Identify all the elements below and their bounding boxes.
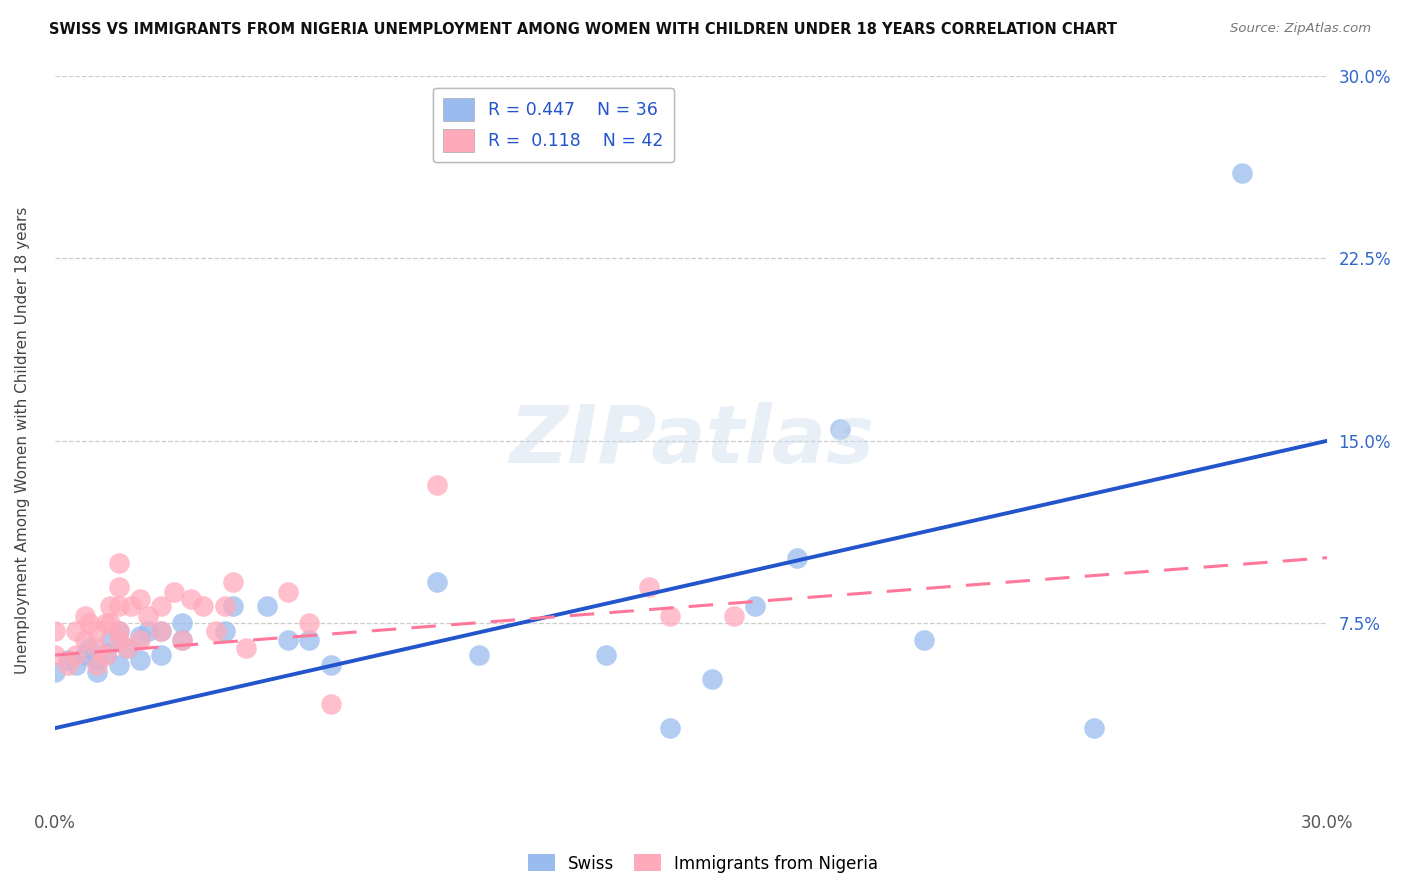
Point	[73, 609, 96, 624]
Point	[172, 616, 194, 631]
Point	[298, 616, 321, 631]
Point	[136, 609, 159, 624]
Point	[150, 648, 173, 662]
Point	[86, 653, 108, 667]
Point	[94, 646, 117, 660]
Point	[214, 624, 236, 638]
Point	[128, 653, 150, 667]
Point	[56, 657, 79, 672]
Point	[128, 592, 150, 607]
Point	[65, 657, 87, 672]
Y-axis label: Unemployment Among Women with Children Under 18 years: Unemployment Among Women with Children U…	[15, 207, 30, 674]
Point	[44, 624, 66, 638]
Point	[136, 624, 159, 638]
Point	[723, 609, 745, 624]
Point	[77, 640, 100, 655]
Point	[205, 624, 228, 638]
Point	[180, 592, 202, 607]
Point	[702, 673, 724, 687]
Point	[222, 575, 245, 590]
Point	[658, 721, 681, 735]
Point	[86, 665, 108, 680]
Point	[150, 599, 173, 614]
Point	[277, 584, 299, 599]
Point	[235, 640, 257, 655]
Point	[44, 648, 66, 662]
Point	[1232, 166, 1254, 180]
Point	[120, 599, 142, 614]
Point	[73, 648, 96, 662]
Point	[319, 697, 342, 711]
Point	[298, 633, 321, 648]
Point	[222, 599, 245, 614]
Point	[115, 640, 138, 655]
Text: ZIPatlas: ZIPatlas	[509, 401, 873, 480]
Point	[98, 599, 121, 614]
Point	[193, 599, 215, 614]
Point	[128, 629, 150, 643]
Point	[128, 633, 150, 648]
Point	[56, 653, 79, 667]
Point	[98, 616, 121, 631]
Legend: Swiss, Immigrants from Nigeria: Swiss, Immigrants from Nigeria	[522, 847, 884, 880]
Point	[744, 599, 766, 614]
Point	[77, 616, 100, 631]
Point	[595, 648, 617, 662]
Point	[163, 584, 186, 599]
Point	[107, 599, 129, 614]
Point	[115, 640, 138, 655]
Point	[256, 599, 278, 614]
Text: Source: ZipAtlas.com: Source: ZipAtlas.com	[1230, 22, 1371, 36]
Point	[107, 657, 129, 672]
Point	[172, 633, 194, 648]
Point	[214, 599, 236, 614]
Point	[65, 624, 87, 638]
Point	[65, 648, 87, 662]
Point	[319, 657, 342, 672]
Point	[107, 624, 129, 638]
Point	[44, 665, 66, 680]
Point	[426, 477, 449, 491]
Point	[86, 624, 108, 638]
Legend: R = 0.447    N = 36, R =  0.118    N = 42: R = 0.447 N = 36, R = 0.118 N = 42	[433, 87, 673, 162]
Point	[426, 575, 449, 590]
Point	[468, 648, 491, 662]
Point	[828, 422, 851, 436]
Point	[172, 633, 194, 648]
Point	[107, 624, 129, 638]
Point	[150, 624, 173, 638]
Point	[94, 648, 117, 662]
Point	[86, 657, 108, 672]
Point	[786, 550, 808, 565]
Point	[107, 633, 129, 648]
Point	[98, 633, 121, 648]
Text: SWISS VS IMMIGRANTS FROM NIGERIA UNEMPLOYMENT AMONG WOMEN WITH CHILDREN UNDER 18: SWISS VS IMMIGRANTS FROM NIGERIA UNEMPLO…	[49, 22, 1118, 37]
Point	[637, 580, 659, 594]
Point	[277, 633, 299, 648]
Point	[150, 624, 173, 638]
Point	[94, 616, 117, 631]
Point	[912, 633, 935, 648]
Point	[86, 640, 108, 655]
Point	[658, 609, 681, 624]
Point	[107, 556, 129, 570]
Point	[1083, 721, 1105, 735]
Point	[73, 633, 96, 648]
Point	[107, 580, 129, 594]
